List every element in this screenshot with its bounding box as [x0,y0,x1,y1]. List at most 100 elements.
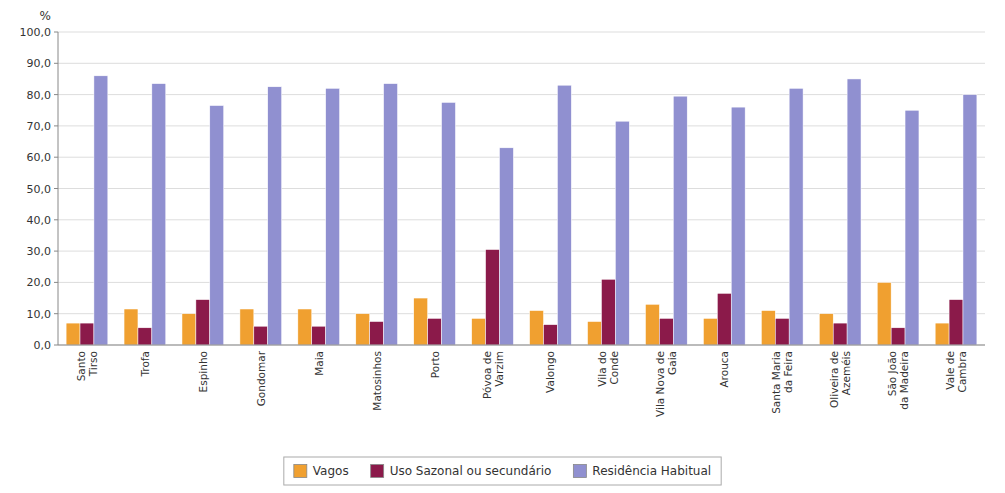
bar [80,323,94,345]
tick-label: Oliveira deAzeméis [828,351,852,408]
tick-mark [54,219,58,220]
grid-line [58,63,985,64]
tick-label: Arouca [718,351,730,388]
tick-label: Santa Mariada Feira [770,351,794,414]
bar [138,328,152,345]
legend: VagosUso Sazonal ou secundárioResidência… [284,457,721,485]
bar [240,309,254,345]
legend-frame [284,457,721,485]
bar [472,318,486,345]
bar [486,250,500,345]
y-axis: 0,010,020,030,040,050,060,070,080,090,01… [20,26,59,352]
bar [905,110,919,345]
tick-mark [54,157,58,158]
bar [312,326,326,345]
tick-label: 0,0 [34,339,52,352]
tick-label: Vila doConde [596,351,620,387]
legend-label: Uso Sazonal ou secundário [390,464,552,478]
bar [847,79,861,345]
bar [66,323,80,345]
bar [703,318,717,345]
bar [370,322,384,345]
bar [326,88,340,345]
bar [949,300,963,345]
bar [499,148,513,345]
tick-label: 70,0 [27,120,52,133]
bar [833,323,847,345]
grid-line [58,94,985,95]
grid [58,32,985,345]
tick-label: 100,0 [20,26,52,39]
tick-label: Matosinhos [371,351,383,411]
tick-mark [54,282,58,283]
grid-line [58,282,985,283]
tick-label: 50,0 [27,183,52,196]
tick-label: Porto [429,351,441,378]
bars [66,76,977,345]
bar [645,304,659,345]
tick-mark [54,313,58,314]
bar [877,282,891,345]
grid-line [58,32,985,33]
tick-mark [54,251,58,252]
bar [442,102,456,345]
tick-label: Valongo [544,351,556,393]
tick-mark [54,345,58,346]
bar [557,85,571,345]
tick-label: São Joãoda Madeira [886,351,910,410]
bar [544,325,558,345]
tick-label: Maia [313,351,325,376]
tick-mark [54,125,58,126]
bar [601,279,615,345]
bar [789,88,803,345]
bar [298,309,312,345]
bar [935,323,949,345]
grid-line [58,157,985,158]
bar [94,76,108,345]
bar [615,121,629,345]
tick-label: Trofa [139,351,151,378]
tick-mark [54,32,58,33]
bar [356,314,370,345]
bar [182,314,196,345]
grid-line [58,219,985,220]
tick-label: Gondomar [255,350,267,406]
tick-label: 40,0 [27,214,52,227]
tick-label: 80,0 [27,89,52,102]
bar [717,293,731,345]
tick-mark [54,188,58,189]
legend-swatch [371,465,384,478]
axis-line [58,345,985,346]
tick-mark [54,94,58,95]
tick-label: Póvoa deVarzim [481,351,505,399]
tick-label: 10,0 [27,308,52,321]
tick-label: Vale deCambra [944,351,968,392]
bar [819,314,833,345]
legend-swatch [294,465,307,478]
bar [963,95,977,345]
bar [210,106,224,345]
bar [196,300,210,345]
grid-line [58,188,985,189]
axis-line [58,32,59,345]
bar [673,96,687,345]
bar [530,311,544,345]
legend-label: Vagos [313,464,349,478]
tick-label: SantoTirso [75,351,99,381]
chart: 0,010,020,030,040,050,060,070,080,090,01… [0,0,1005,493]
tick-mark [54,63,58,64]
bar [588,322,602,345]
bar [659,318,673,345]
tick-label: Vila Nova deGaia [654,351,678,417]
bar [152,84,166,345]
bar [428,318,442,345]
bar [761,311,775,345]
bar [731,107,745,345]
bar [891,328,905,345]
tick-label: 90,0 [27,57,52,70]
bar [414,298,428,345]
bar [268,87,282,345]
grid-line [58,125,985,126]
grid-line [58,345,985,346]
x-axis: SantoTirsoTrofaEspinhoGondomarMaiaMatosi… [75,350,968,417]
